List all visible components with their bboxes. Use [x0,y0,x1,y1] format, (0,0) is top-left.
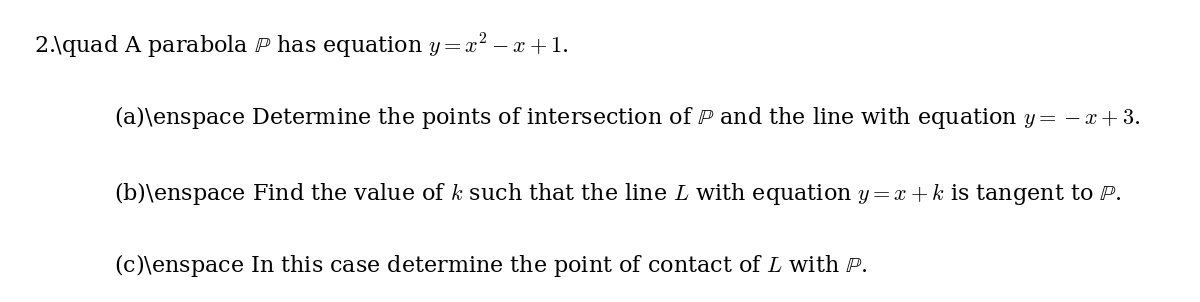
Text: (b)\enspace Find the value of $k$ such that the line $L$ with equation $y = x + : (b)\enspace Find the value of $k$ such t… [114,180,1122,207]
Text: (a)\enspace Determine the points of intersection of $\mathbb{P}$ and the line wi: (a)\enspace Determine the points of inte… [114,104,1140,131]
Text: 2.\quad A parabola $\mathbb{P}$ has equation $y = x^2 - x + 1$.: 2.\quad A parabola $\mathbb{P}$ has equa… [34,32,569,61]
Text: (c)\enspace In this case determine the point of contact of $L$ with $\mathbb{P}$: (c)\enspace In this case determine the p… [114,252,868,279]
